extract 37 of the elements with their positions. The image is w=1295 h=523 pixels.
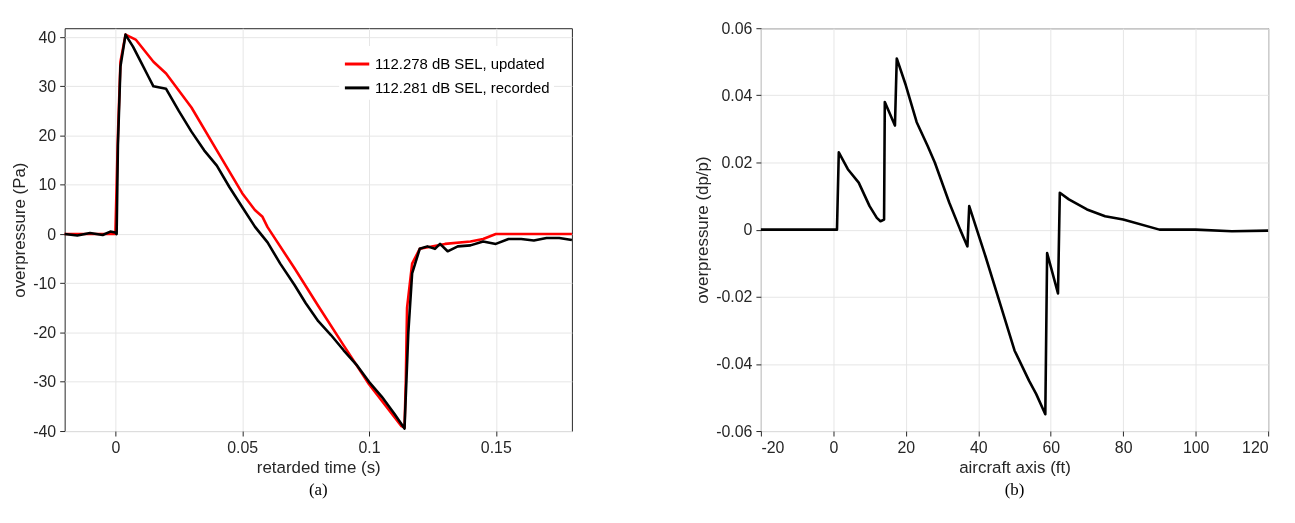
- x-axis-title: aircraft axis (ft): [959, 458, 1071, 478]
- x-tick-label: 60: [1042, 439, 1061, 457]
- y-tick-label: 0: [47, 225, 57, 243]
- x-axis-title: retarded time (s): [256, 458, 381, 478]
- legend-label: 112.281 dB SEL, recorded: [374, 79, 550, 96]
- y-tick-label: -0.02: [716, 288, 753, 306]
- y-tick-label: 10: [38, 176, 57, 194]
- y-tick-label: 30: [38, 77, 57, 95]
- y-tick-label: 0.02: [721, 153, 753, 171]
- y-tick-label: -0.06: [716, 422, 753, 440]
- x-tick-label: 20: [897, 439, 916, 457]
- legend-label: 112.278 dB SEL, updated: [374, 55, 545, 72]
- y-tick-label: 20: [38, 127, 57, 145]
- y-tick-label: -30: [33, 373, 57, 391]
- x-tick-label: 0.15: [480, 439, 512, 457]
- text: (b): [1004, 479, 1025, 499]
- y-tick-label: 40: [38, 28, 57, 46]
- x-tick-label: -20: [761, 439, 785, 457]
- y-tick-label: 0.04: [721, 86, 753, 104]
- x-tick-label: 0.05: [227, 439, 259, 457]
- y-tick-label: 0: [743, 221, 753, 239]
- y-tick-label: -20: [33, 324, 57, 342]
- x-tick-label: 120: [1242, 439, 1269, 457]
- line-series: [759, 57, 1270, 416]
- y-tick-label: -40: [33, 422, 57, 440]
- x-tick-label: 0: [829, 439, 839, 457]
- x-tick-label: 40: [969, 439, 988, 457]
- y-axis-title: overpressure (Pa): [10, 162, 30, 298]
- y-tick-label: -10: [33, 274, 57, 292]
- y-tick-label: 0.06: [721, 19, 753, 37]
- x-tick-label: 80: [1114, 439, 1133, 457]
- y-axis-title: overpressure (dp/p): [693, 156, 713, 304]
- y-tick-label: -0.04: [716, 355, 753, 373]
- x-tick-label: 0: [111, 439, 121, 457]
- x-tick-label: 100: [1182, 439, 1210, 457]
- x-tick-label: 0.1: [358, 439, 381, 457]
- text: (a): [308, 479, 328, 499]
